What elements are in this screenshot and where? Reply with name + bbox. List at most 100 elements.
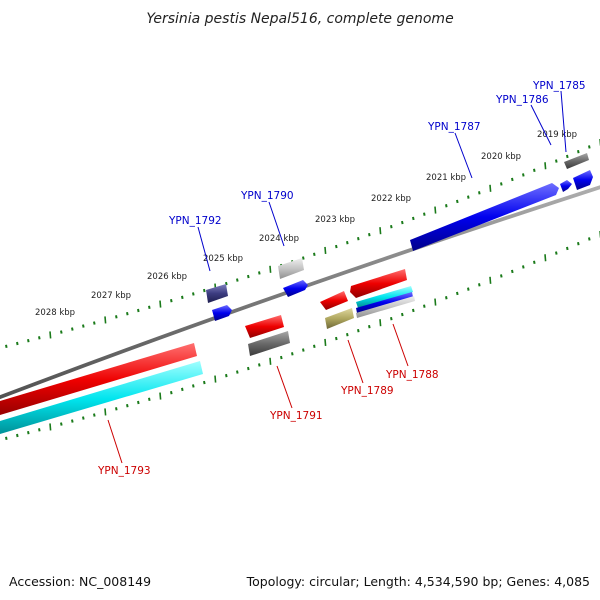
ruler-inner-tick <box>467 287 470 291</box>
ruler-inner-tick <box>126 404 129 408</box>
ruler-inner-tick <box>203 380 206 385</box>
ruler-inner <box>5 230 600 440</box>
ruler-outer-tick <box>258 271 261 275</box>
gene-ypn-1791[interactable] <box>245 315 284 338</box>
ruler-inner-tick <box>258 363 261 367</box>
ruler-label: 2020 kbp <box>481 152 521 162</box>
ruler-outer-tick <box>60 330 63 334</box>
ruler-inner-tick <box>93 413 96 417</box>
ruler-outer-tick <box>335 244 338 249</box>
ruler-inner-tick <box>159 392 162 400</box>
ruler-label: 2028 kbp <box>35 308 75 318</box>
gene-ypn-1790-alt <box>278 258 304 279</box>
ruler-inner-tick <box>555 251 558 255</box>
reverse-strand-features <box>0 269 415 435</box>
ruler-inner-tick <box>434 298 437 306</box>
ruler-outer-tick <box>49 331 52 339</box>
ruler-inner-tick <box>313 344 316 348</box>
ruler-inner-tick <box>247 366 250 371</box>
ruler-outer-tick <box>390 224 393 229</box>
ruler-inner-tick <box>291 352 294 356</box>
ruler-inner-tick <box>148 397 151 401</box>
ruler-inner-tick <box>456 291 459 296</box>
ruler-inner-tick <box>236 370 239 374</box>
ruler-outer-tick <box>423 212 426 216</box>
ruler-outer-tick <box>533 168 536 173</box>
ruler-inner-tick <box>423 304 426 308</box>
ruler-label: 2027 kbp <box>91 291 131 301</box>
gene-label-ypn-1791[interactable]: YPN_1791 <box>269 410 323 422</box>
ruler-inner-tick <box>577 242 580 246</box>
genome-backbone <box>0 185 600 400</box>
gene-ypn-1787[interactable] <box>410 183 559 251</box>
ruler-outer-tick <box>566 154 569 159</box>
gene-label-ypn-1786[interactable]: YPN_1786 <box>495 94 549 106</box>
gene-ypn-1788[interactable] <box>350 269 407 298</box>
ruler-outer-tick <box>412 216 415 221</box>
genome-summary-text: Topology: circular; Length: 4,534,590 bp… <box>246 574 590 589</box>
ruler-inner-tick <box>82 416 85 420</box>
ruler-inner-tick <box>368 325 371 329</box>
ruler-inner-tick <box>181 387 184 392</box>
ruler-inner-tick <box>302 348 305 352</box>
gene-ypn-1791-alt <box>248 331 290 356</box>
forward-strand-features <box>206 153 593 321</box>
ruler-inner-tick <box>478 283 481 287</box>
ruler-outer-tick <box>434 206 437 214</box>
gene-label-ypn-1788[interactable]: YPN_1788 <box>385 369 439 381</box>
ruler-outer-tick <box>247 274 250 279</box>
ruler-inner-tick <box>324 338 327 347</box>
gene-ypn-1789[interactable] <box>320 291 348 310</box>
ruler-inner-tick <box>566 246 569 251</box>
gene-label-ypn-1787[interactable]: YPN_1787 <box>427 121 481 133</box>
ruler-outer-tick <box>148 305 151 309</box>
gene-ypn-1786[interactable] <box>560 180 572 192</box>
ruler-inner-tick <box>5 436 8 440</box>
leader-lines <box>107 90 567 464</box>
ruler-outer-tick <box>5 344 8 348</box>
gene-label-ypn-1785[interactable]: YPN_1785 <box>532 80 586 92</box>
ruler-label: 2026 kbp <box>147 272 187 282</box>
ruler-inner-tick <box>401 312 404 317</box>
ruler-inner-tick <box>170 391 173 395</box>
ruler-inner-tick <box>115 407 118 411</box>
gene-label-ypn-1790[interactable]: YPN_1790 <box>240 190 294 202</box>
ruler-outer-tick <box>445 204 448 208</box>
gene-ypn-1788-blue <box>356 292 413 313</box>
ruler-inner-tick <box>192 384 195 388</box>
ruler-inner-tick <box>445 296 448 300</box>
gene-ypn-1788-gray <box>356 296 415 318</box>
ruler-inner-tick <box>280 355 283 360</box>
ruler-outer-tick <box>38 336 41 340</box>
ruler-outer-tick <box>27 338 30 343</box>
ruler-inner-tick <box>346 332 349 337</box>
gene-label-ypn-1793[interactable]: YPN_1793 <box>97 465 151 477</box>
ruler-outer-tick <box>159 300 162 308</box>
ruler-label: 2021 kbp <box>426 173 466 183</box>
ruler-outer-tick <box>555 159 558 163</box>
map-title: Yersinia pestis Nepal516, complete genom… <box>146 11 453 27</box>
ruler-inner-tick <box>214 375 217 383</box>
ruler-outer-tick <box>82 324 85 328</box>
ruler-outer-tick <box>500 182 503 186</box>
ruler-outer-tick <box>456 199 459 204</box>
ruler-inner-tick <box>16 433 19 438</box>
ruler-outer-tick <box>126 312 129 316</box>
gene-ypn-1792[interactable] <box>212 305 232 321</box>
ruler-outer-tick <box>577 150 580 154</box>
ruler-inner-tick <box>335 336 338 341</box>
ruler-outer-tick <box>302 256 305 260</box>
gene-label-ypn-1792[interactable]: YPN_1792 <box>168 215 222 227</box>
ruler-outer-tick <box>368 233 371 237</box>
gene-label-ypn-1789[interactable]: YPN_1789 <box>340 385 394 397</box>
gene-ypn-1793[interactable] <box>0 343 197 418</box>
gene-ypn-1785[interactable] <box>573 170 593 190</box>
ruler-outer-tick <box>489 184 492 192</box>
ruler-inner-tick <box>104 408 107 416</box>
ruler-inner-tick <box>522 265 525 269</box>
ruler-label: 2024 kbp <box>259 234 299 244</box>
ruler-outer-tick <box>313 252 316 256</box>
gene-ypn-1790[interactable] <box>283 280 308 297</box>
ruler-inner-tick <box>49 423 52 431</box>
